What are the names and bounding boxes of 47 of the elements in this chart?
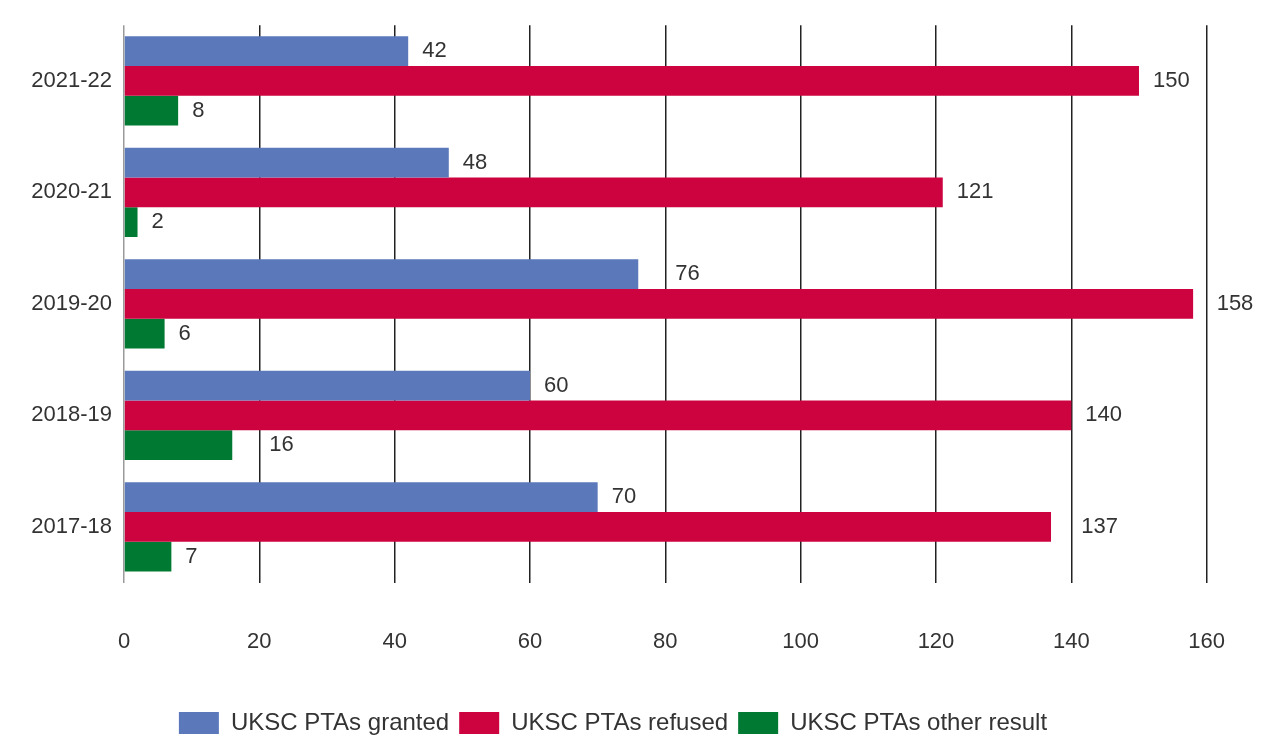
- data-label: 76: [675, 260, 700, 286]
- data-label: 70: [611, 483, 637, 509]
- bar: [124, 147, 449, 178]
- x-tick-label: 160: [1188, 627, 1226, 653]
- x-tick-label: 80: [653, 627, 678, 653]
- legend-label: UKSC PTAs refused: [511, 707, 729, 735]
- data-label: 8: [192, 96, 205, 122]
- bar: [124, 259, 639, 290]
- data-label: 60: [543, 371, 569, 397]
- bar: [124, 177, 943, 208]
- bar: [124, 541, 172, 572]
- data-label: 137: [1081, 512, 1119, 538]
- y-tick-label: 2020-21: [31, 178, 112, 204]
- y-tick-label: 2021-22: [31, 67, 112, 92]
- y-tick-label: 2017-18: [31, 512, 112, 538]
- x-tick-label: 40: [382, 627, 407, 653]
- y-tick-label: 2019-20: [31, 289, 112, 315]
- bar: [124, 400, 1072, 431]
- bar: [124, 318, 165, 349]
- x-tick-label: 20: [247, 627, 272, 653]
- bar: [124, 430, 233, 460]
- data-label: 158: [1216, 289, 1254, 315]
- legend-label: UKSC PTAs granted: [230, 707, 450, 735]
- x-tick-label: 140: [1052, 627, 1090, 653]
- data-label: 2: [151, 208, 164, 234]
- bar: [124, 66, 1139, 96]
- x-tick-label: 0: [117, 627, 131, 653]
- bar: [124, 370, 530, 401]
- y-tick-label: 2018-19: [31, 401, 112, 427]
- data-label: 6: [178, 319, 191, 345]
- data-label: 140: [1085, 401, 1123, 427]
- bar: [124, 289, 1194, 319]
- legend-label: UKSC PTAs other result: [790, 707, 1048, 735]
- data-label: 42: [422, 37, 447, 63]
- bar: [124, 512, 1052, 542]
- bar: [124, 207, 138, 238]
- bar: [124, 482, 598, 512]
- x-tick-label: 120: [917, 627, 955, 653]
- x-tick-label: 100: [782, 627, 820, 653]
- bar: [124, 95, 179, 126]
- data-label: 16: [269, 431, 294, 457]
- data-label: 121: [956, 178, 994, 204]
- bar: [124, 36, 409, 67]
- data-label: 150: [1152, 67, 1190, 92]
- x-tick-label: 60: [517, 627, 543, 653]
- data-label: 7: [185, 542, 198, 568]
- data-label: 48: [462, 148, 488, 174]
